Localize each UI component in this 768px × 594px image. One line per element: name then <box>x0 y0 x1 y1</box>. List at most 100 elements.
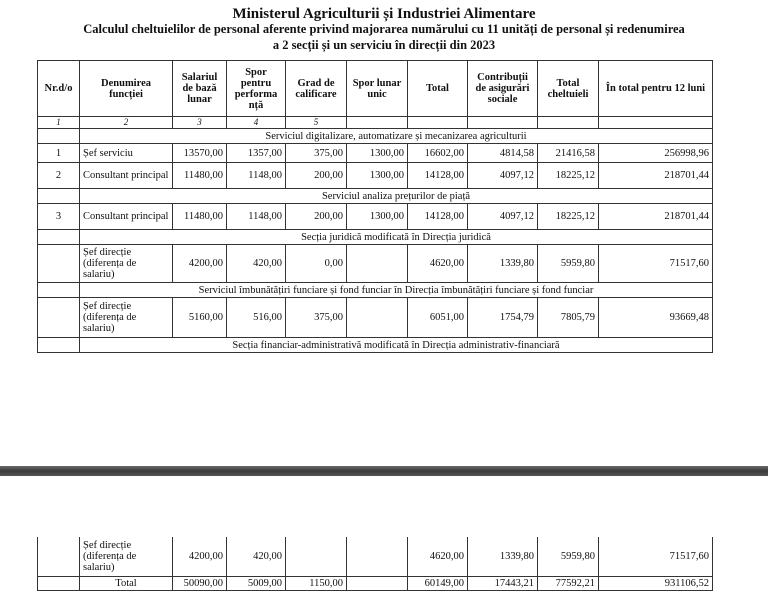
table-row: Șef direcție (diferența de salariu) 4200,… <box>37 244 713 283</box>
expenses-table-continued: Șef direcție (diferența de salariu) 4200,… <box>37 537 713 591</box>
column-number: 1 <box>37 116 80 129</box>
table-row: 3 Consultant principal 11480,00 1148,00 200,… <box>37 203 713 230</box>
position-name: Șef serviciu <box>79 143 173 163</box>
column-number: 5 <box>285 116 347 129</box>
value-cell: 375,00 <box>285 143 347 163</box>
total-value: 77592,21 <box>537 575 599 591</box>
value-cell: 18225,12 <box>537 162 599 189</box>
column-number <box>467 116 538 129</box>
total-value: 17443,21 <box>467 575 538 591</box>
column-header: Grad de calificare <box>285 60 347 117</box>
value-cell <box>37 244 80 283</box>
value-cell: 1300,00 <box>346 162 408 189</box>
value-cell <box>37 297 80 338</box>
value-cell: 5160,00 <box>172 297 227 338</box>
value-cell: 4814,58 <box>467 143 538 163</box>
expenses-table: Nr.d/o Denumirea funcției Salariul de bază… <box>37 60 713 353</box>
section-row: Serviciul îmbunătățiri funciare și fond … <box>37 282 713 298</box>
value-cell: 420,00 <box>226 244 286 283</box>
value-cell: 4097,12 <box>467 162 538 189</box>
value-cell: 93669,48 <box>598 297 713 338</box>
column-number: 3 <box>172 116 227 129</box>
value-cell: 218701,44 <box>598 203 713 230</box>
position-name: Șef direcție (diferența de salariu) <box>79 244 173 283</box>
table-row: Șef direcție (diferența de salariu) 4200,… <box>37 537 713 577</box>
value-cell: 6051,00 <box>407 297 468 338</box>
value-cell: 4620,00 <box>407 244 468 283</box>
header-row: Nr.d/o Denumirea funcției Salariul de bază… <box>37 60 713 117</box>
table-row: Șef direcție (diferența de salariu) 5160,… <box>37 297 713 338</box>
value-cell: 5959,80 <box>537 537 599 577</box>
value-cell: 18225,12 <box>537 203 599 230</box>
value-cell: 3 <box>37 203 80 230</box>
empty-cell <box>37 337 80 353</box>
column-header: Denumirea funcției <box>79 60 173 117</box>
value-cell: 71517,60 <box>598 537 713 577</box>
value-cell: 4200,00 <box>172 244 227 283</box>
value-cell: 516,00 <box>226 297 286 338</box>
value-cell: 4097,12 <box>467 203 538 230</box>
position-name: Șef direcție (diferența de salariu) <box>79 297 173 338</box>
value-cell <box>37 537 80 577</box>
column-header: În total pentru 12 luni <box>598 60 713 117</box>
total-row: Total 50090,00 5009,00 1150,00 60149,00 17443… <box>37 575 713 591</box>
total-value: 1150,00 <box>285 575 347 591</box>
value-cell: 11480,00 <box>172 203 227 230</box>
total-label: Total <box>79 575 173 591</box>
value-cell: 200,00 <box>285 203 347 230</box>
value-cell: 1148,00 <box>226 162 286 189</box>
value-cell <box>285 537 347 577</box>
section-title: Serviciul analiza prețurilor de piață <box>79 188 713 204</box>
value-cell: 2 <box>37 162 80 189</box>
value-cell <box>346 537 408 577</box>
total-value <box>346 575 408 591</box>
column-header: Total cheltuieli <box>537 60 599 117</box>
document-title: Ministerul Agriculturii și Industriei Al… <box>232 6 536 22</box>
value-cell: 1300,00 <box>346 143 408 163</box>
value-cell: 7805,79 <box>537 297 599 338</box>
value-cell: 4200,00 <box>172 537 227 577</box>
value-cell: 1357,00 <box>226 143 286 163</box>
total-value: 60149,00 <box>407 575 468 591</box>
value-cell: 11480,00 <box>172 162 227 189</box>
value-cell: 256998,96 <box>598 143 713 163</box>
value-cell: 1300,00 <box>346 203 408 230</box>
column-number <box>346 116 408 129</box>
value-cell: 5959,80 <box>537 244 599 283</box>
section-title: Secția financiar-administrativă modifica… <box>79 337 713 353</box>
value-cell: 1339,80 <box>467 244 538 283</box>
value-cell: 13570,00 <box>172 143 227 163</box>
total-value: 50090,00 <box>172 575 227 591</box>
total-value: 5009,00 <box>226 575 286 591</box>
column-number <box>598 116 713 129</box>
empty-cell <box>37 575 80 591</box>
value-cell: 1148,00 <box>226 203 286 230</box>
table-row: 1 Șef serviciu 13570,00 1357,00 375,00 1300,0… <box>37 143 713 163</box>
section-title: Secția juridică modificată în Direcția j… <box>79 229 713 245</box>
page-separator <box>0 466 768 476</box>
value-cell: 14128,00 <box>407 203 468 230</box>
value-cell: 200,00 <box>285 162 347 189</box>
value-cell: 14128,00 <box>407 162 468 189</box>
empty-cell <box>37 188 80 204</box>
value-cell: 21416,58 <box>537 143 599 163</box>
column-number: 4 <box>226 116 286 129</box>
position-name: Consultant principal <box>79 203 173 230</box>
value-cell <box>346 297 408 338</box>
value-cell: 420,00 <box>226 537 286 577</box>
document-subtitle: Calculul cheltuielilor de personal afere… <box>83 22 685 36</box>
position-name: Consultant principal <box>79 162 173 189</box>
column-header: Spor lunar unic <box>346 60 408 117</box>
value-cell: 16602,00 <box>407 143 468 163</box>
value-cell: 218701,44 <box>598 162 713 189</box>
empty-cell <box>37 128 80 144</box>
column-header: Nr.d/o <box>37 60 80 117</box>
column-header: Total <box>407 60 468 117</box>
value-cell: 375,00 <box>285 297 347 338</box>
column-number <box>407 116 468 129</box>
value-cell: 4620,00 <box>407 537 468 577</box>
column-number: 2 <box>79 116 173 129</box>
value-cell: 71517,60 <box>598 244 713 283</box>
column-header: Spor pentru performa nță <box>226 60 286 117</box>
